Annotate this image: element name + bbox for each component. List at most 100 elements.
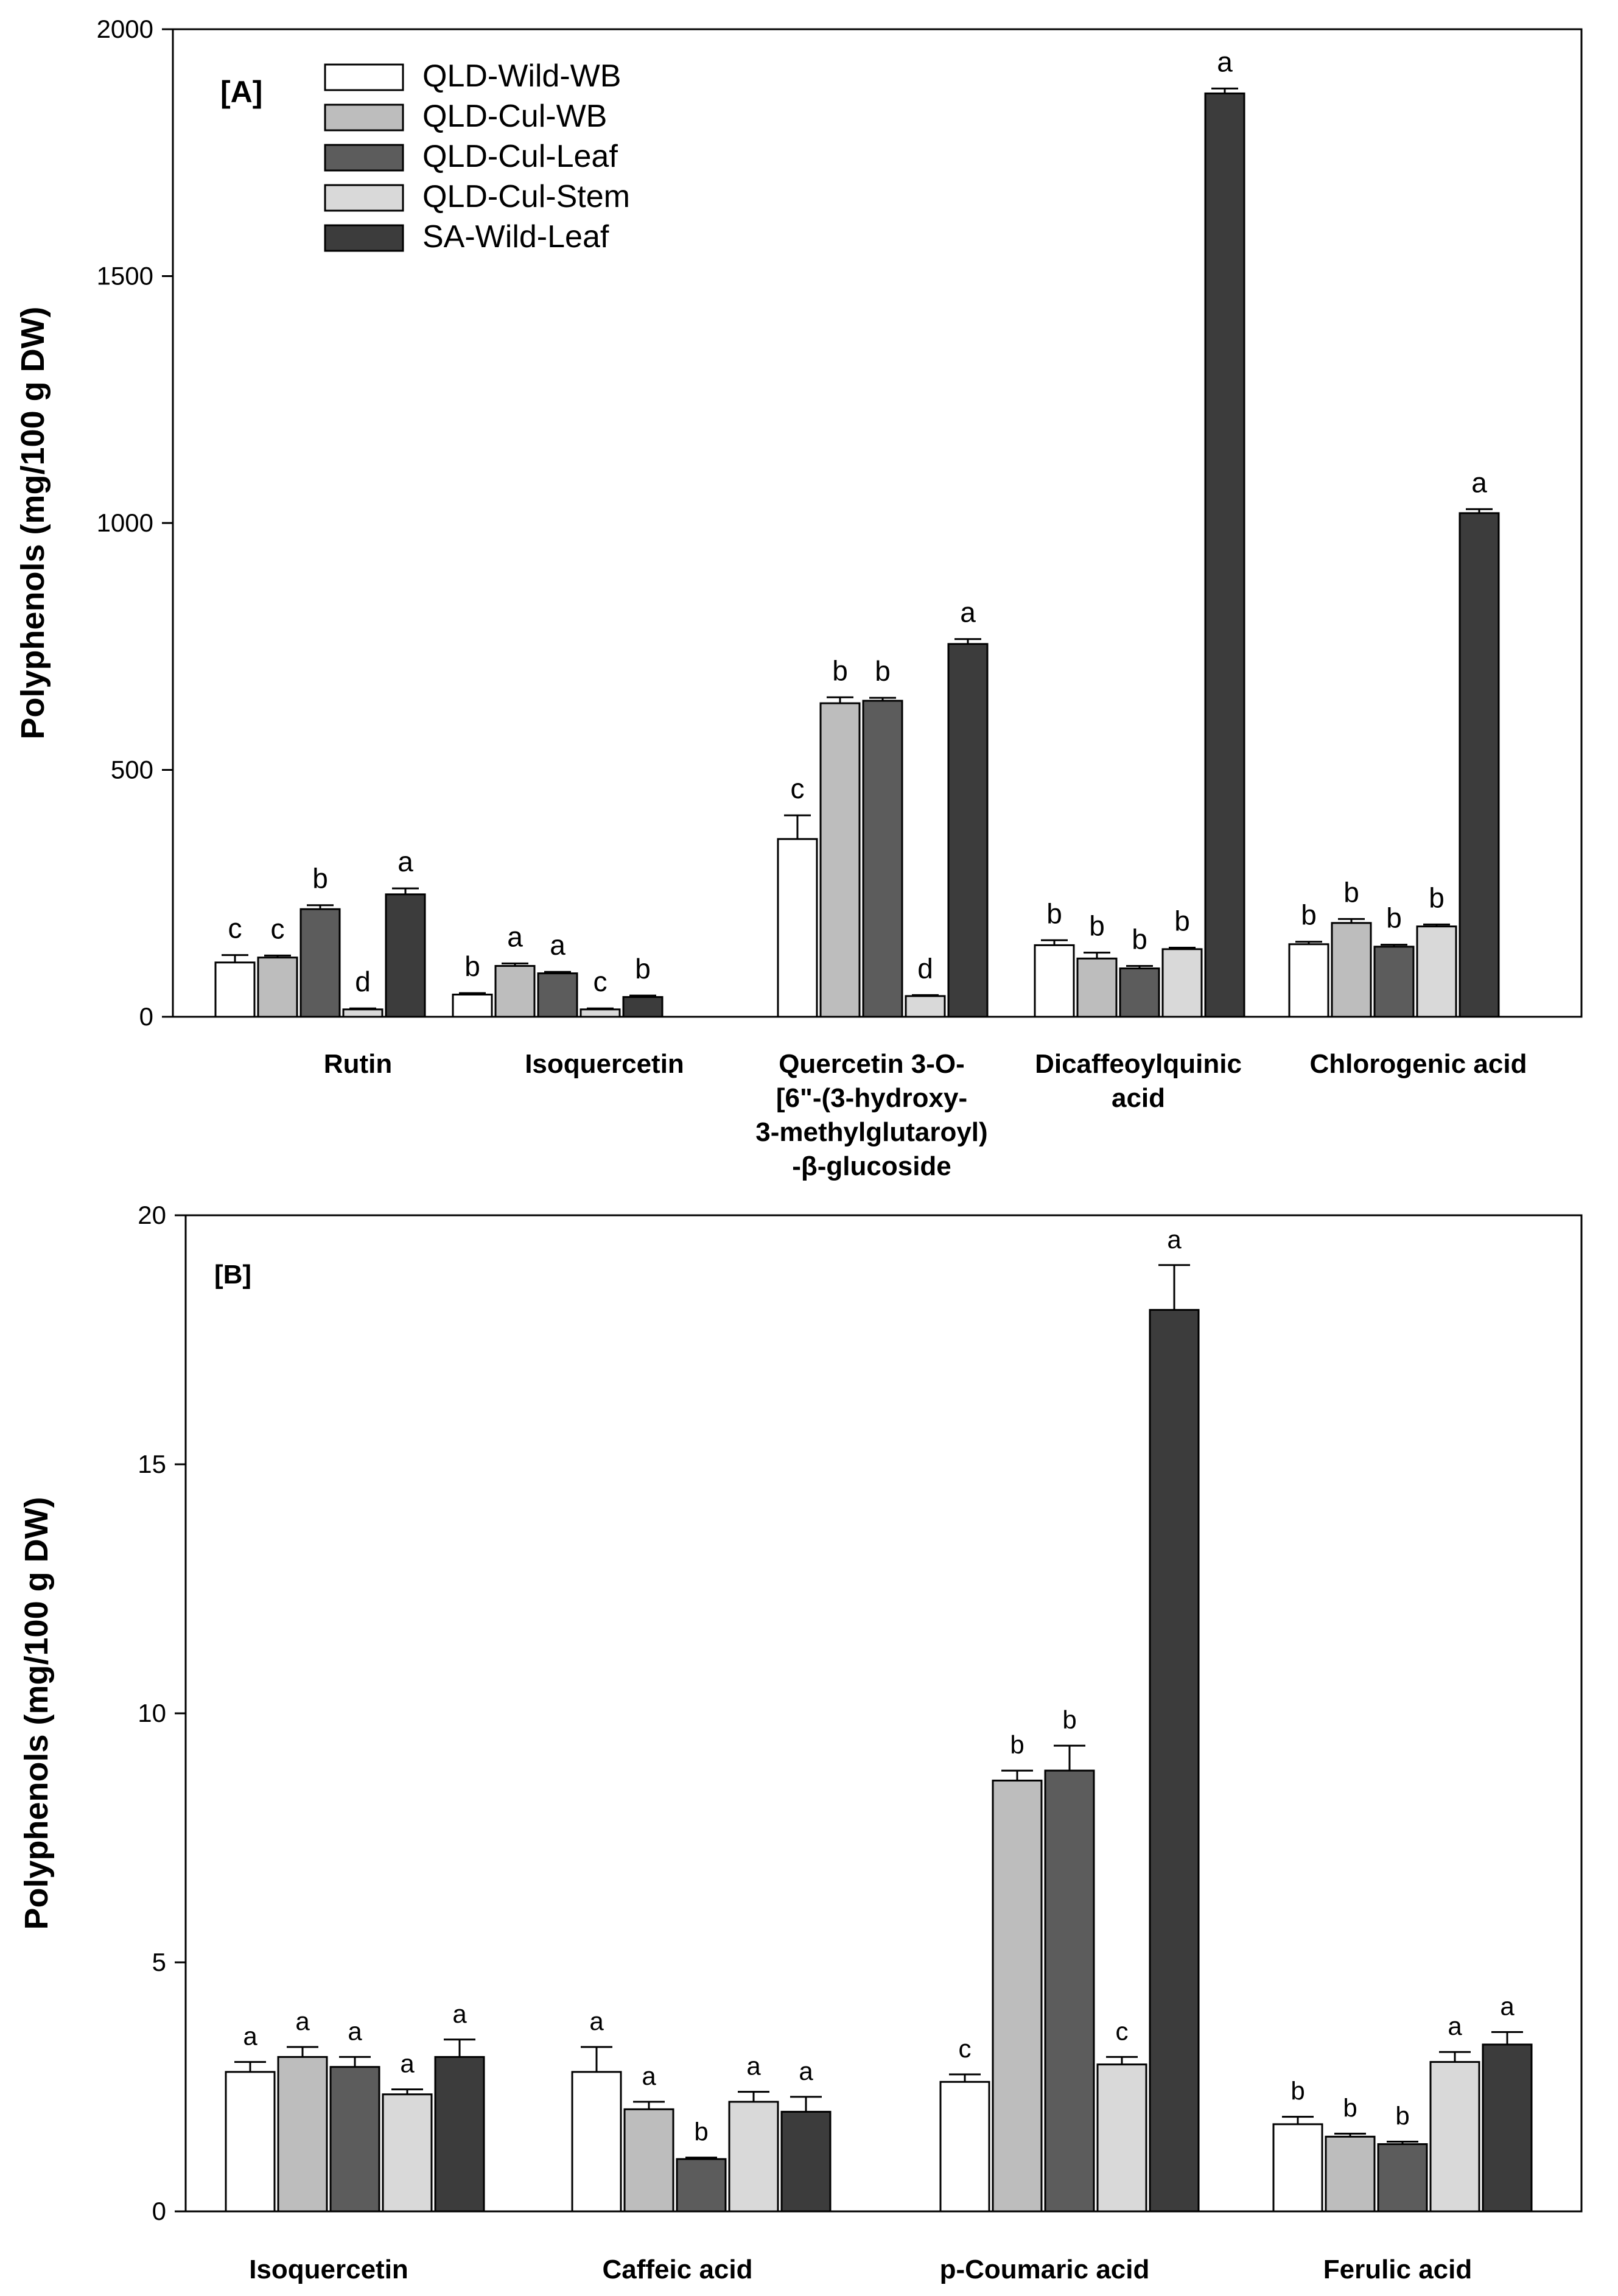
bar-qld-cul-leaf-chlorogenic — [1373, 946, 1415, 1018]
bar-qld-cul-wb-ferulic — [1325, 2135, 1376, 2213]
bar-sa-wild-leaf-quercetin-glucoside — [947, 643, 989, 1018]
legend-swatch — [324, 63, 404, 91]
bar-qld-cul-wb-caffeic — [623, 2108, 674, 2213]
significance-letter: a — [642, 2062, 656, 2090]
bar-sa-wild-leaf-isoquercetin — [622, 996, 664, 1018]
y-tick-label: 15 — [138, 1450, 166, 1478]
significance-letter: c — [271, 913, 285, 944]
legend-swatch — [324, 184, 404, 212]
significance-letter: b — [1395, 2101, 1409, 2130]
panel-a-chart: 0 500 1000 1500 2000 Polyphenols (mg/100 g DW… — [15, 15, 1583, 1181]
bar-qld-cul-leaf-p-coumaric — [1044, 1769, 1095, 2213]
bar-group-dicaffeoylquinic: b b bba — [1034, 46, 1245, 1018]
significance-letter: b — [1343, 2093, 1357, 2122]
significance-letter: b — [1174, 905, 1190, 936]
bar-sa-wild-leaf-isoquercetin — [434, 2056, 485, 2213]
y-axis-title: Polyphenols (mg/100 g DW) — [18, 1497, 55, 1929]
x-tick-label-quercetin-glucoside: [6"-(3-hydroxy- — [776, 1083, 967, 1113]
significance-letter: b — [312, 863, 328, 894]
significance-letter: b — [464, 950, 480, 982]
bar-sa-wild-leaf-dicaffeoylquinic — [1204, 92, 1245, 1018]
significance-letter: a — [1448, 2012, 1462, 2040]
bar-qld-cul-stem-rutin — [342, 1008, 383, 1018]
significance-letter: a — [1500, 1992, 1515, 2021]
x-tick-label-isoquercetin: Isoquercetin — [249, 2255, 408, 2284]
bar-sa-wild-leaf-chlorogenic — [1459, 512, 1500, 1018]
legend-swatch — [324, 224, 404, 252]
significance-letter: b — [1429, 882, 1445, 913]
y-tick-label: 1000 — [97, 508, 153, 537]
significance-letter: a — [799, 2057, 813, 2085]
legend-swatch — [324, 144, 404, 172]
bar-qld-cul-wb-dicaffeoylquinic — [1076, 957, 1118, 1018]
x-tick-label-chlorogenic: Chlorogenic acid — [1310, 1049, 1527, 1079]
significance-letter: a — [1217, 46, 1233, 77]
bar-qld-wild-wb-quercetin-glucoside — [777, 838, 818, 1018]
significance-letter: a — [960, 597, 976, 628]
bar-qld-wild-wb-ferulic — [1272, 2123, 1323, 2213]
legend-entry: SA-Wild-Leaf — [422, 219, 609, 255]
bar-qld-cul-leaf-isoquercetin — [329, 2066, 380, 2213]
bar-qld-wild-wb-caffeic — [571, 2071, 622, 2213]
x-tick-label-isoquercetin: Isoquercetin — [525, 1049, 684, 1079]
x-tick-label-p-coumaric: p-Coumaric acid — [940, 2255, 1150, 2284]
bar-qld-wild-wb-chlorogenic — [1288, 943, 1329, 1018]
bar-qld-cul-stem-caffeic — [728, 2101, 779, 2213]
significance-letter: b — [832, 655, 848, 686]
legend-entry: QLD-Cul-Leaf — [422, 139, 618, 174]
bar-group-quercetin-glucoside: c b b d a — [777, 597, 989, 1018]
bar-qld-wild-wb-isoquercetin — [225, 2071, 276, 2213]
significance-letter: a — [452, 1999, 467, 2028]
significance-letter: c — [1116, 2017, 1129, 2045]
bar-qld-wild-wb-isoquercetin — [452, 994, 493, 1018]
significance-letter: c — [959, 2034, 972, 2063]
bar-qld-cul-wb-p-coumaric — [992, 1779, 1043, 2213]
y-tick-label: 0 — [152, 2197, 166, 2225]
bar-qld-cul-leaf-rutin — [299, 908, 341, 1018]
significance-letter: a — [400, 2049, 415, 2078]
significance-letter: a — [1167, 1225, 1182, 1254]
bar-qld-cul-wb-isoquercetin — [494, 964, 536, 1018]
significance-letter: b — [694, 2118, 708, 2146]
legend-entry: QLD-Cul-Stem — [422, 179, 630, 214]
bar-qld-cul-stem-ferulic — [1429, 2061, 1480, 2213]
y-tick-label: 20 — [138, 1201, 166, 1229]
x-tick-label-quercetin-glucoside: 3-methylglutaroyl) — [755, 1117, 987, 1147]
bar-qld-cul-stem-quercetin-glucoside — [905, 995, 946, 1018]
y-tick-label: 10 — [138, 1699, 166, 1727]
bar-qld-cul-leaf-isoquercetin — [537, 972, 578, 1018]
bar-qld-cul-stem-isoquercetin — [382, 2093, 433, 2213]
bar-sa-wild-leaf-rutin — [385, 893, 426, 1018]
bar-sa-wild-leaf-p-coumaric — [1149, 1308, 1200, 2213]
bar-sa-wild-leaf-ferulic — [1482, 2043, 1533, 2213]
significance-letter: d — [917, 952, 933, 984]
significance-letter: b — [875, 655, 891, 687]
y-axis-title: Polyphenols (mg/100 g DW) — [15, 306, 51, 739]
significance-letter: c — [594, 966, 608, 997]
significance-letter: a — [295, 2007, 310, 2035]
y-tick-label: 2000 — [97, 15, 153, 43]
x-tick-label-dicaffeoylquinic: Dicaffeoylquinic — [1035, 1049, 1242, 1079]
significance-letter: c — [228, 913, 242, 944]
significance-letter: a — [589, 2007, 604, 2035]
significance-letter: b — [1089, 910, 1105, 942]
bar-qld-cul-leaf-quercetin-glucoside — [862, 700, 903, 1018]
bar-qld-wild-wb-p-coumaric — [939, 2080, 990, 2213]
x-tick-label-caffeic: Caffeic acid — [603, 2255, 753, 2284]
significance-letter: b — [1132, 923, 1147, 955]
significance-letter: c — [791, 773, 805, 804]
significance-letter: b — [1291, 2077, 1305, 2105]
significance-letter: b — [1010, 1730, 1024, 1759]
bar-qld-cul-stem-isoquercetin — [580, 1008, 621, 1018]
bar-group-isoquercetin: ba ac b — [452, 921, 664, 1018]
significance-letter: a — [507, 921, 523, 952]
significance-letter: a — [243, 2022, 257, 2051]
y-tick-label: 500 — [111, 756, 153, 784]
bar-group-caffeic: a a b a a — [571, 2007, 832, 2213]
bar-qld-cul-stem-chlorogenic — [1416, 925, 1457, 1018]
bar-qld-cul-wb-quercetin-glucoside — [819, 702, 861, 1018]
significance-letter: b — [1301, 899, 1317, 931]
bar-group-ferulic: b b b a a — [1272, 1992, 1533, 2213]
